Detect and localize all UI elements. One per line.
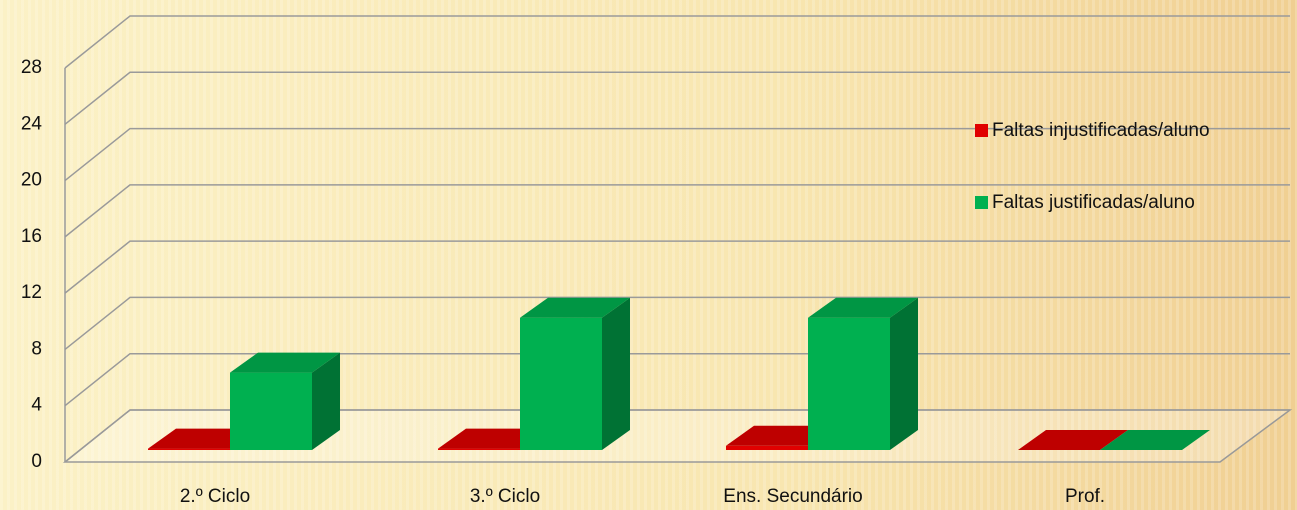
- bar-side: [312, 352, 340, 450]
- bar: [520, 317, 602, 450]
- x-tick-label: 2.º Ciclo: [180, 486, 250, 507]
- bar-side: [602, 297, 630, 450]
- x-tick-label: 3.º Ciclo: [470, 486, 540, 507]
- bar-top: [1100, 430, 1210, 450]
- x-tick-label: Prof.: [1065, 486, 1105, 507]
- legend-label: Faltas injustificadas/aluno: [992, 120, 1210, 141]
- bar-top: [1018, 430, 1128, 450]
- y-tick-label: 28: [21, 57, 42, 78]
- y-tick-label: 24: [21, 113, 43, 134]
- grid-line: [64, 127, 1290, 182]
- grid-line: [64, 184, 1290, 238]
- y-tick-label: 4: [31, 395, 42, 416]
- x-tick-label: Ens. Secundário: [723, 486, 862, 507]
- y-tick-label: 12: [21, 282, 42, 303]
- bar: [808, 317, 890, 450]
- bar-top: [230, 352, 340, 373]
- y-tick-label: 16: [21, 226, 42, 247]
- y-tick-label: 20: [21, 170, 42, 191]
- bar: [148, 448, 230, 450]
- grid-line: [64, 296, 1290, 351]
- grid-line: [64, 15, 1290, 69]
- bar-top: [808, 297, 918, 318]
- bar-top: [520, 297, 630, 318]
- bar: [230, 372, 312, 450]
- legend-label: Faltas justificadas/aluno: [992, 192, 1195, 213]
- bar: [438, 448, 520, 450]
- bar: [726, 445, 808, 450]
- bar-side: [890, 297, 918, 450]
- grid-line: [64, 71, 1290, 125]
- grid-line: [64, 240, 1290, 294]
- y-tick-label: 0: [31, 451, 42, 472]
- legend-swatch: [975, 124, 988, 137]
- legend-swatch: [975, 196, 988, 209]
- y-tick-label: 8: [31, 338, 42, 359]
